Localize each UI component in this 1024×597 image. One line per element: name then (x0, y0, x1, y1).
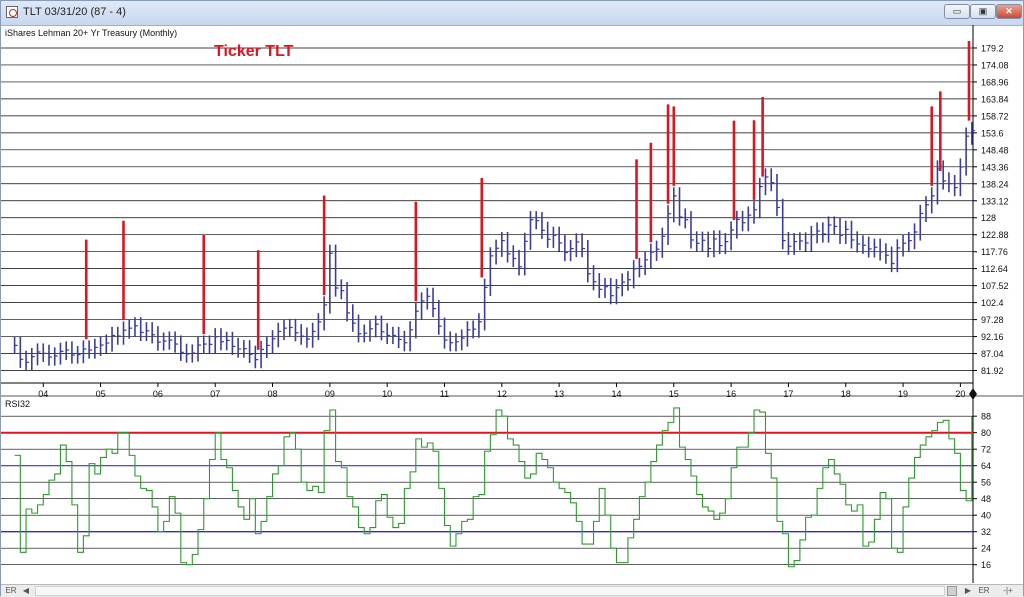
price-tick-label: 107.52 (981, 281, 1009, 291)
scroll-end-button[interactable]: -|+ (1003, 586, 1013, 595)
chart-canvas: 81.9287.0492.1697.28102.4107.52112.64117… (1, 25, 1023, 583)
price-tick-label: 143.36 (981, 162, 1009, 172)
rsi-tick-label: 32 (981, 527, 991, 537)
price-tick-label: 168.96 (981, 77, 1009, 87)
x-tick-label: 04 (38, 389, 48, 399)
price-tick-label: 87.04 (981, 349, 1004, 359)
price-tick-label: 153.6 (981, 128, 1004, 138)
x-tick-label: 09 (325, 389, 335, 399)
rsi-series-line (14, 407, 973, 568)
window-title: TLT 03/31/20 (87 - 4) (23, 6, 126, 18)
scroll-left-arrow-icon[interactable]: ◀ (22, 586, 30, 595)
x-tick-label: 19 (898, 389, 908, 399)
price-tick-label: 128 (981, 213, 996, 223)
x-tick-label: 08 (268, 389, 278, 399)
app-icon (6, 6, 18, 18)
price-tick-label: 97.28 (981, 315, 1004, 325)
price-tick-label: 174.08 (981, 60, 1009, 70)
price-tick-label: 133.12 (981, 196, 1009, 206)
price-tick-label: 158.72 (981, 111, 1009, 121)
x-tick-label: 13 (554, 389, 564, 399)
current-bar-marker-icon (969, 388, 977, 400)
x-tick-label: 15 (669, 389, 679, 399)
rsi-tick-label: 72 (981, 445, 991, 455)
rsi-tick-label: 88 (981, 412, 991, 422)
x-tick-label: 10 (382, 389, 392, 399)
horizontal-scrollbar[interactable]: ER ◀ ▶ ER -|+ (1, 584, 1023, 597)
rsi-tick-label: 24 (981, 544, 991, 554)
price-tick-label: 117.76 (981, 247, 1008, 257)
rsi-tick-label: 16 (981, 560, 991, 570)
chart-subtitle: iShares Lehman 20+ Yr Treasury (Monthly) (5, 28, 178, 38)
price-tick-label: 138.24 (981, 179, 1009, 189)
price-tick-label: 148.48 (981, 145, 1009, 155)
x-tick-label: 18 (841, 389, 851, 399)
rsi-tick-label: 64 (981, 461, 991, 471)
scroll-thumb[interactable] (947, 586, 957, 596)
price-tick-label: 179.2 (981, 43, 1004, 53)
x-tick-label: 17 (783, 389, 793, 399)
x-tick-label: 16 (726, 389, 736, 399)
x-tick-label: 12 (497, 389, 507, 399)
x-tick-label: 11 (440, 389, 449, 399)
price-tick-label: 102.4 (981, 298, 1004, 308)
price-tick-label: 163.84 (981, 94, 1009, 104)
rsi-tick-label: 48 (981, 494, 991, 504)
scroll-right-arrow-icon[interactable]: ▶ (964, 586, 972, 595)
title-bar[interactable]: TLT 03/31/20 (87 - 4) ▭ ▣ ✕ (1, 1, 1023, 26)
rsi-panel-label: RSI32 (5, 399, 31, 409)
maximize-button[interactable]: ▣ (970, 4, 996, 19)
x-tick-label: 20 (955, 389, 965, 399)
x-tick-label: 06 (153, 389, 163, 399)
x-tick-label: 05 (96, 389, 106, 399)
price-tick-label: 81.92 (981, 366, 1004, 376)
rsi-tick-label: 80 (981, 428, 991, 438)
rsi-tick-label: 40 (981, 511, 991, 521)
minimize-button[interactable]: ▭ (944, 4, 970, 19)
ticker-annotation: Ticker TLT (214, 43, 294, 60)
price-tick-label: 112.64 (981, 264, 1008, 274)
scroll-track[interactable] (35, 586, 945, 596)
price-tick-label: 122.88 (981, 230, 1009, 240)
scroll-er-right-button[interactable]: ER (978, 586, 990, 595)
scroll-er-left-button[interactable]: ER (5, 586, 17, 595)
x-tick-label: 07 (210, 389, 220, 399)
price-tick-label: 92.16 (981, 332, 1004, 342)
close-button[interactable]: ✕ (996, 4, 1022, 19)
rsi-tick-label: 56 (981, 478, 991, 488)
x-tick-label: 14 (611, 389, 621, 399)
